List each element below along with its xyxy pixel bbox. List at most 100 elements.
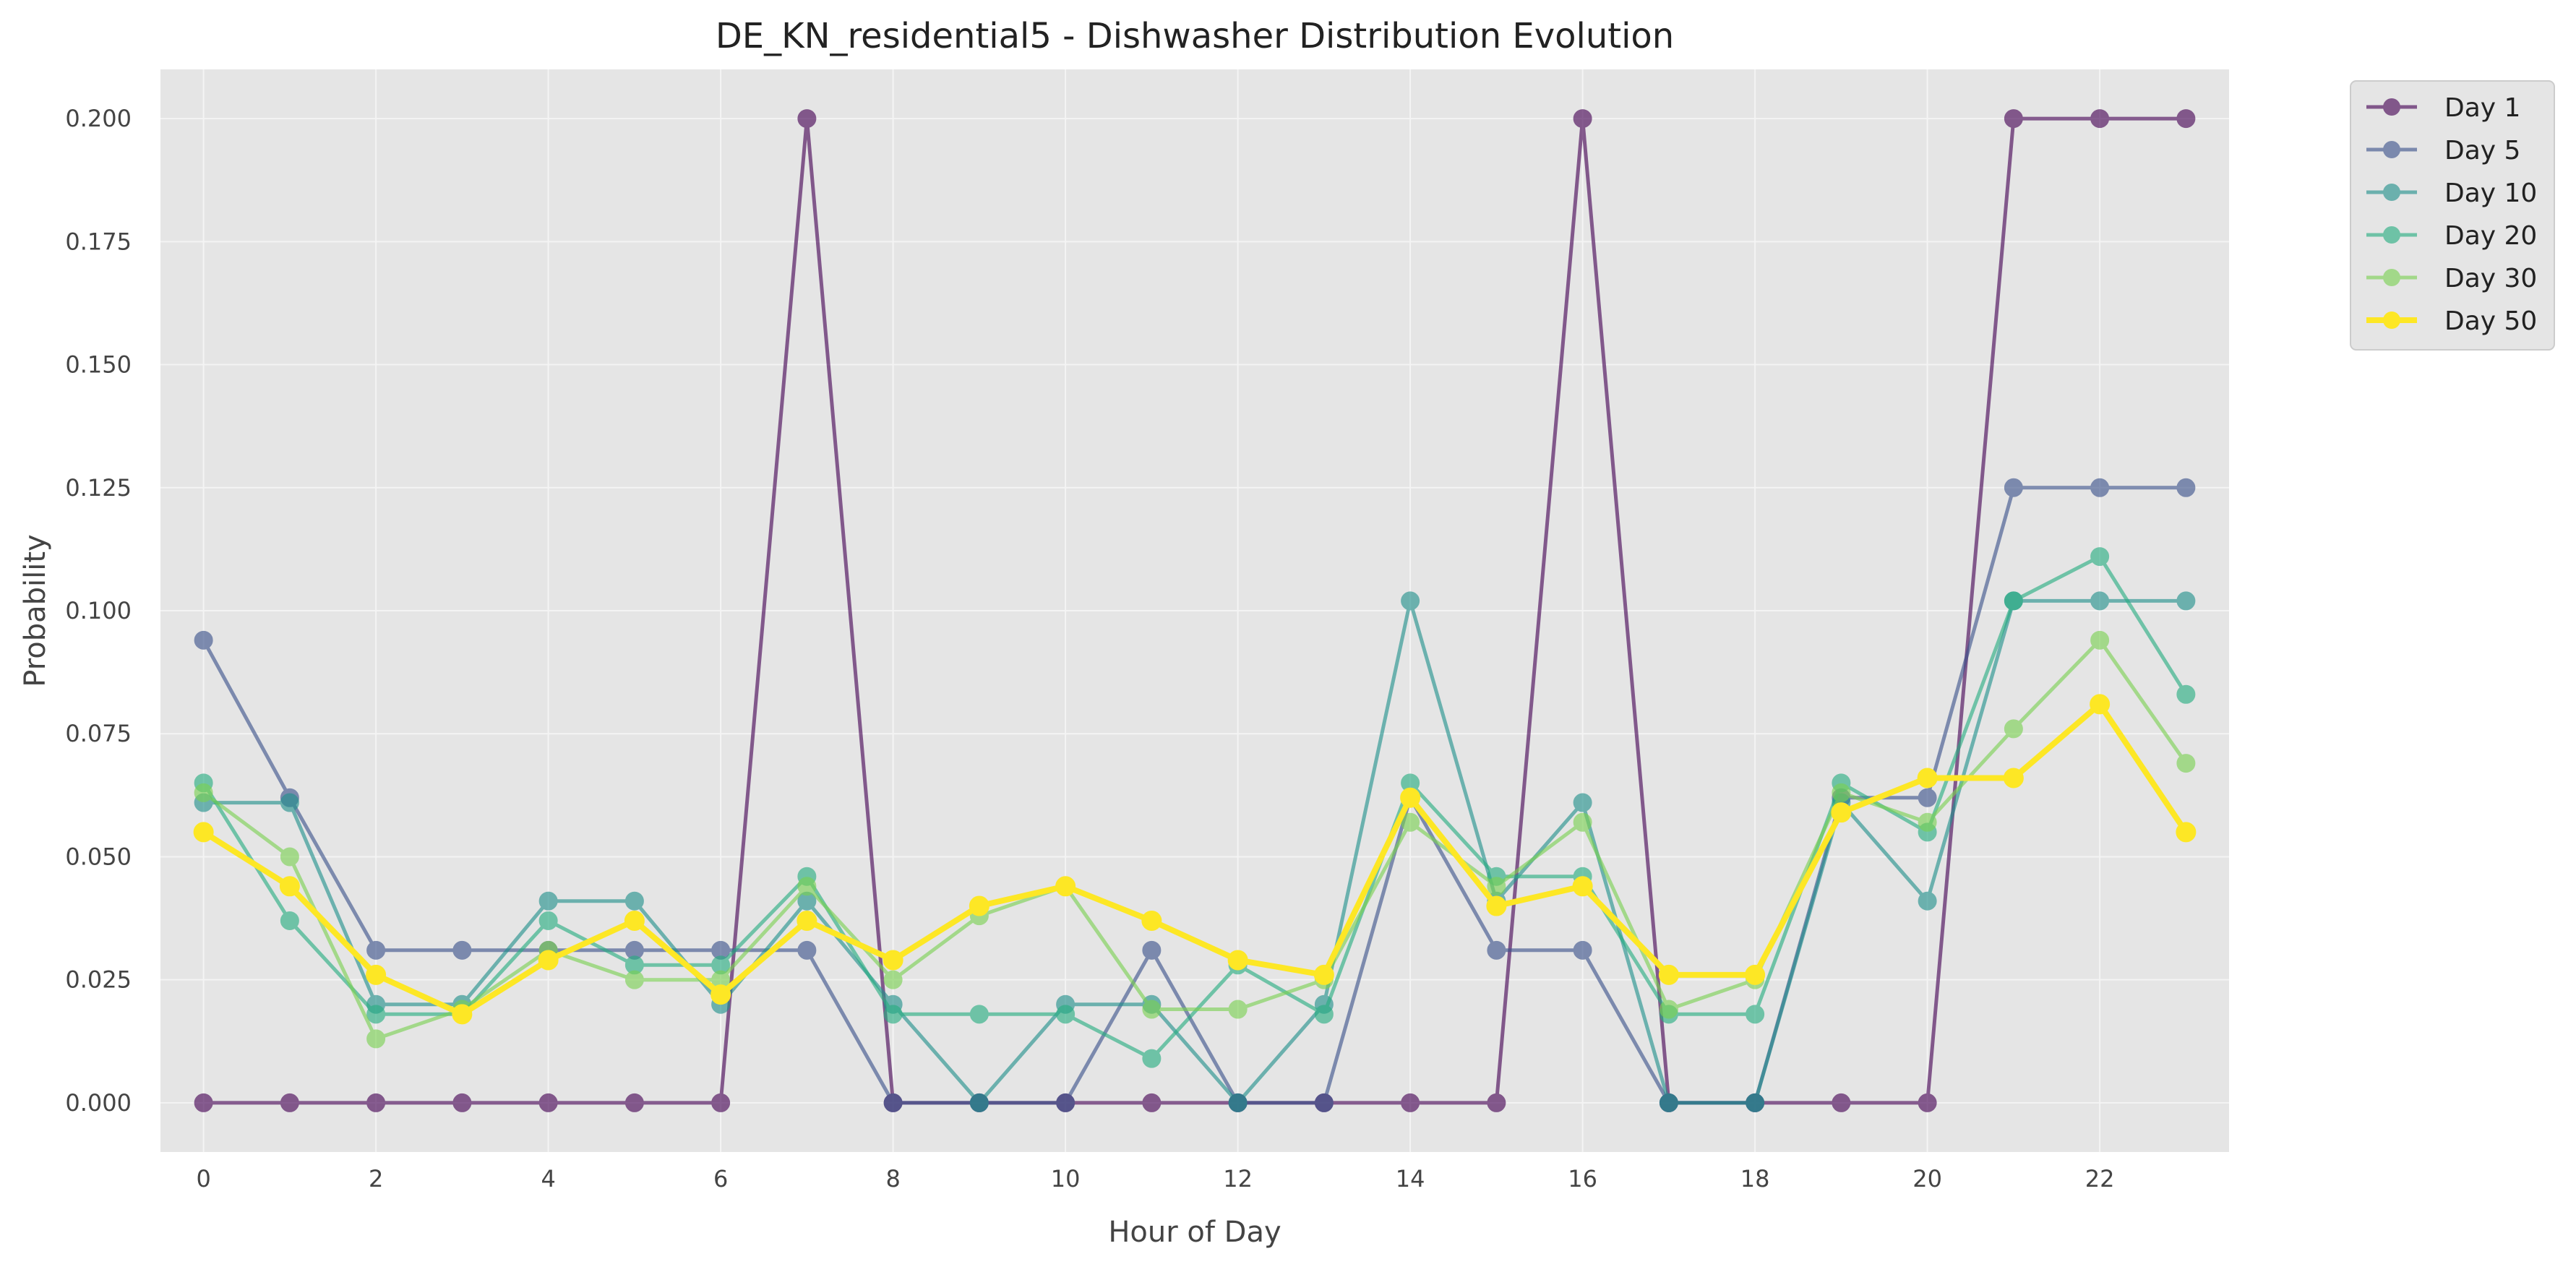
- data-point: [366, 1093, 386, 1112]
- data-point: [538, 891, 558, 911]
- legend-label: Day 20: [2444, 221, 2537, 251]
- y-tick-label: 0.050: [65, 843, 132, 870]
- data-point: [1141, 910, 1162, 931]
- data-point: [452, 1004, 473, 1025]
- data-point: [1314, 1005, 1334, 1024]
- data-point: [280, 847, 299, 867]
- data-point: [883, 1093, 903, 1112]
- data-point: [280, 1093, 299, 1112]
- data-point: [1573, 940, 1592, 960]
- data-point: [1142, 1000, 1162, 1019]
- legend-label: Day 50: [2444, 306, 2537, 336]
- data-point: [1918, 891, 1937, 911]
- data-point: [1487, 1093, 1506, 1112]
- data-point: [366, 940, 386, 960]
- data-point: [1487, 940, 1506, 960]
- x-tick-label: 4: [541, 1165, 555, 1192]
- y-tick-label: 0.150: [65, 351, 132, 379]
- data-point: [1573, 793, 1592, 812]
- x-tick-label: 6: [713, 1165, 728, 1192]
- data-point: [797, 877, 817, 896]
- series-line: [202, 554, 2188, 1061]
- y-tick-label: 0.075: [65, 720, 132, 747]
- y-axis-label: Probability: [19, 534, 52, 687]
- data-point: [538, 950, 559, 971]
- data-point: [366, 1005, 386, 1024]
- data-point: [2176, 754, 2196, 773]
- data-point: [2176, 591, 2196, 611]
- data-point: [1313, 964, 1334, 985]
- y-tick-label: 0.100: [65, 597, 132, 624]
- legend-swatch: [2366, 98, 2417, 116]
- legend-swatch: [2366, 269, 2417, 286]
- data-point: [1055, 876, 1076, 897]
- data-point: [624, 910, 645, 931]
- data-point: [1487, 877, 1506, 896]
- data-point: [1142, 940, 1162, 960]
- x-tick-label: 8: [885, 1165, 900, 1192]
- x-tick-label: 16: [1568, 1165, 1597, 1192]
- data-point: [1056, 1093, 1076, 1112]
- legend-swatch: [2366, 141, 2417, 158]
- data-point: [2004, 591, 2023, 611]
- y-tick-label: 0.125: [65, 474, 132, 502]
- data-point: [1746, 1093, 1765, 1112]
- data-point: [2176, 109, 2196, 129]
- data-point: [1573, 109, 1592, 129]
- legend-entry: Day 50: [2366, 306, 2537, 336]
- data-point: [969, 895, 989, 916]
- data-point: [710, 984, 731, 1005]
- data-point: [2004, 109, 2023, 129]
- data-point: [1918, 1093, 1937, 1112]
- legend-label: Day 1: [2444, 93, 2520, 123]
- data-point: [194, 783, 213, 802]
- data-point: [1401, 591, 1420, 611]
- x-axis-ticks: 0 2 4 6 8 10 12 14 16 18 20 22: [196, 1165, 2114, 1192]
- data-point: [1142, 1093, 1162, 1112]
- data-point: [1659, 1000, 1678, 1019]
- data-point: [1056, 1005, 1076, 1024]
- data-point: [452, 1093, 472, 1112]
- data-point: [2176, 478, 2196, 497]
- series-line: [203, 598, 2186, 1105]
- data-point: [969, 1005, 989, 1024]
- x-tick-label: 10: [1051, 1165, 1081, 1192]
- legend-entry: Day 30: [2366, 264, 2537, 293]
- legend-label: Day 10: [2444, 179, 2537, 208]
- data-point: [2176, 684, 2196, 704]
- data-point: [538, 1093, 558, 1112]
- data-point: [2004, 719, 2023, 739]
- data-point: [1227, 950, 1248, 971]
- data-point: [969, 1093, 989, 1112]
- legend-swatch: [2366, 184, 2417, 201]
- data-point: [624, 891, 644, 911]
- legend-swatch: [2366, 311, 2417, 329]
- data-point: [1401, 812, 1420, 832]
- data-point: [280, 911, 299, 930]
- legend-label: Day 5: [2444, 136, 2520, 166]
- data-point: [194, 1093, 213, 1112]
- x-tick-label: 12: [1223, 1165, 1253, 1192]
- data-point: [624, 1093, 644, 1112]
- x-axis-label: Hour of Day: [1108, 1216, 1281, 1249]
- data-point: [883, 970, 903, 989]
- data-point: [1401, 1093, 1420, 1112]
- data-point: [452, 940, 472, 960]
- series-layer: [193, 109, 2197, 1112]
- data-point: [2090, 591, 2110, 611]
- x-tick-label: 0: [196, 1165, 210, 1192]
- data-point: [1142, 1049, 1162, 1068]
- data-point: [1486, 895, 1507, 916]
- data-point: [2090, 109, 2110, 129]
- series-line: [202, 638, 2188, 1041]
- series-day-50: [193, 694, 2197, 1025]
- data-point: [366, 964, 387, 985]
- data-point: [2176, 822, 2197, 843]
- data-point: [1746, 1005, 1765, 1024]
- x-tick-label: 22: [2085, 1165, 2115, 1192]
- series-line: [202, 701, 2189, 1018]
- data-point: [711, 1093, 731, 1112]
- data-point: [1573, 812, 1592, 832]
- grid: [160, 69, 2229, 1152]
- data-point: [2090, 694, 2111, 715]
